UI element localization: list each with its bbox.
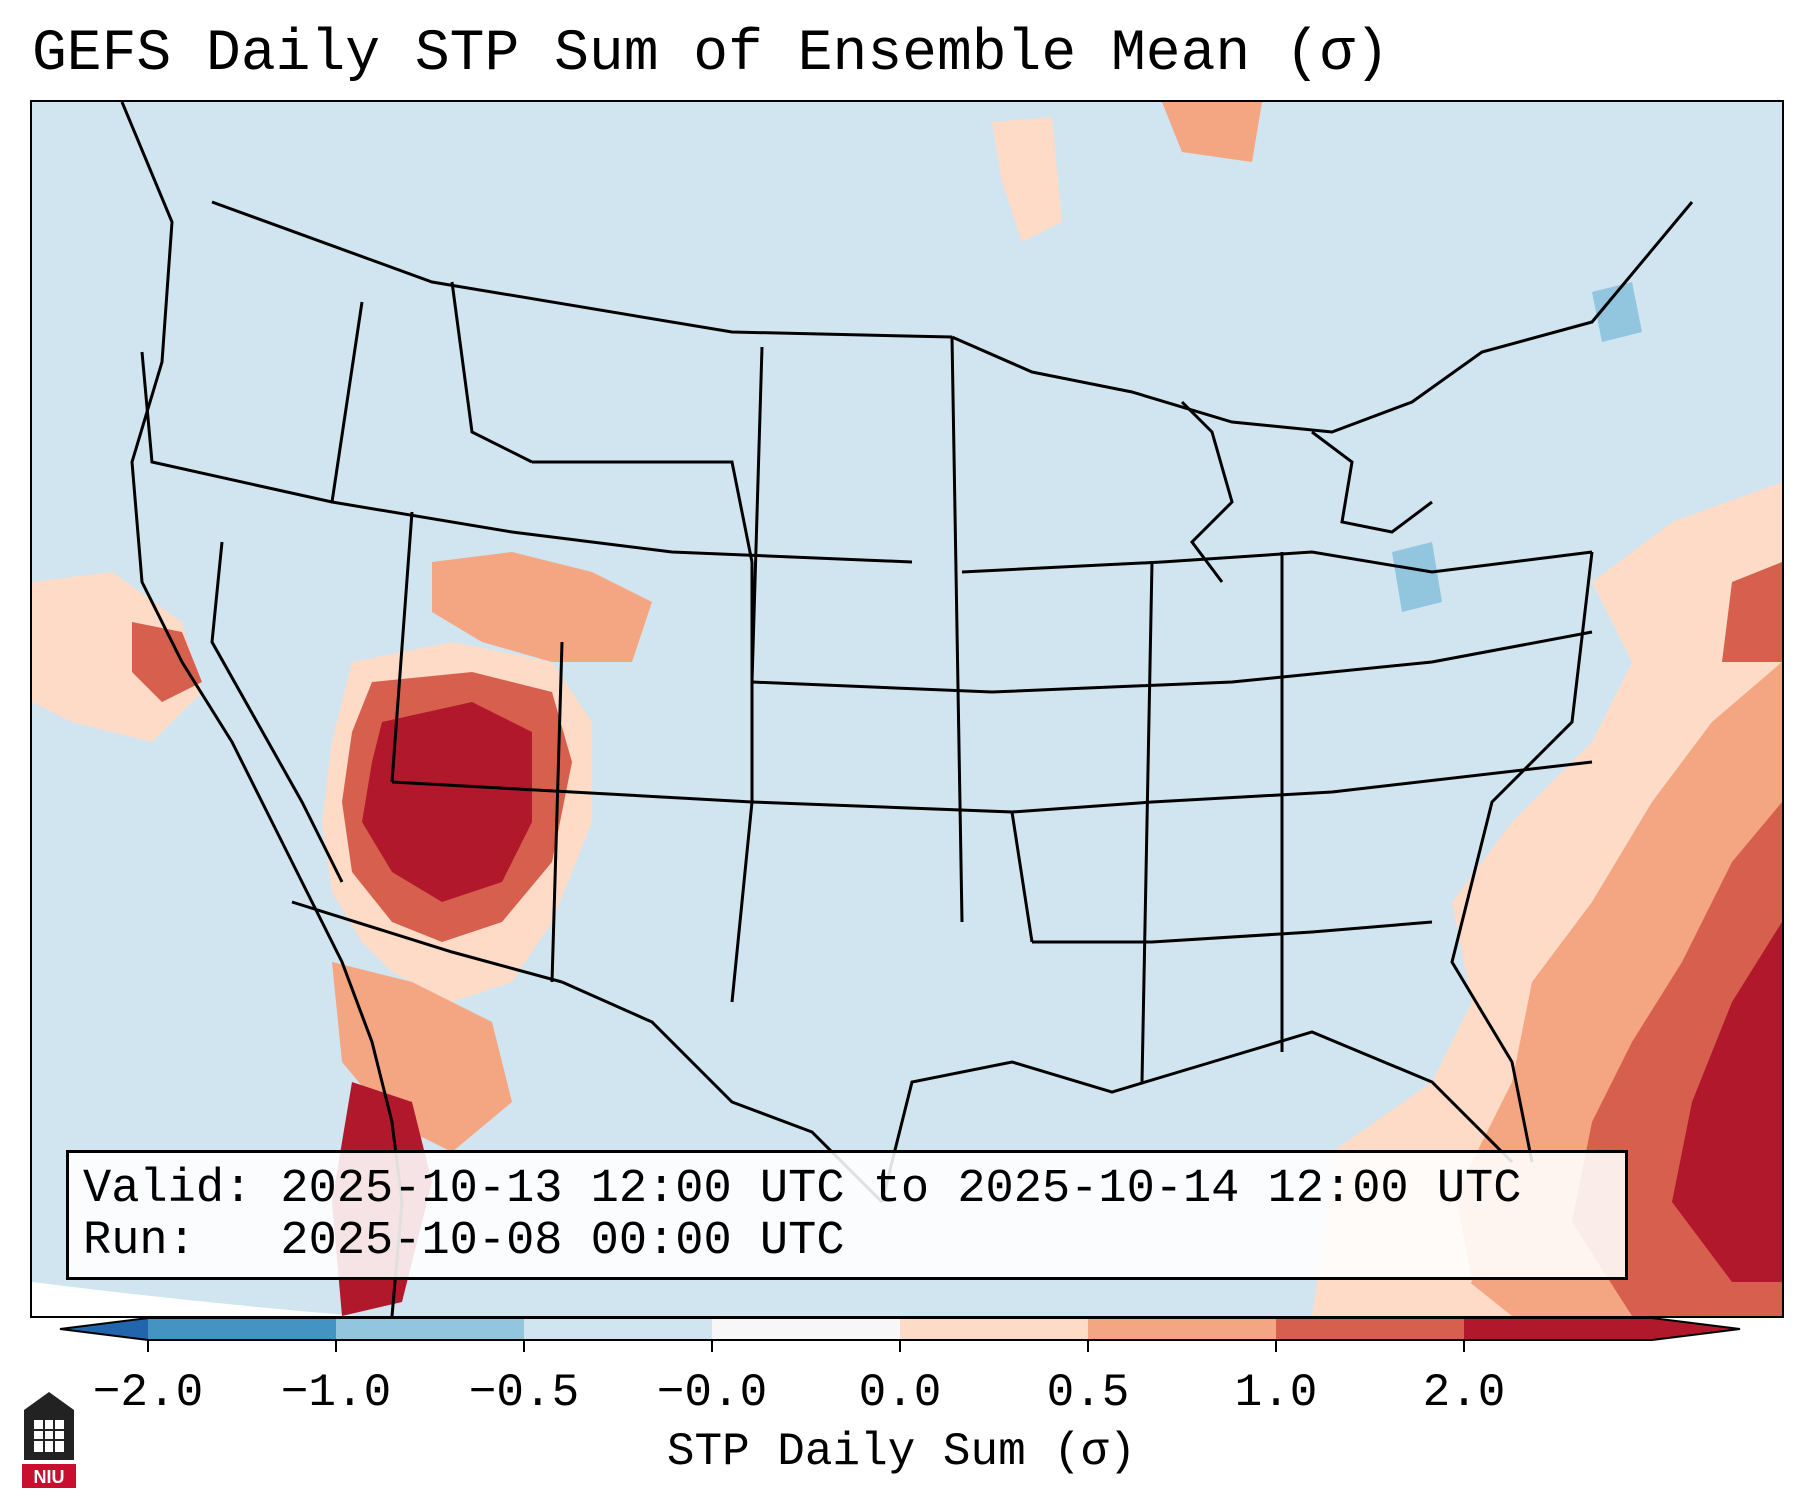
colorbar-over-arrow: [1652, 1318, 1740, 1340]
border-midwest-north: [961, 550, 1593, 574]
colorbar-segment: [1088, 1318, 1277, 1340]
colorbar-tick-label: −0.0: [656, 1367, 768, 1419]
border-us-canada-west: [211, 200, 953, 339]
border-wy: [532, 460, 754, 563]
colorbar-label: STP Daily Sum (σ): [666, 1426, 1137, 1478]
run-time-text: Run: 2025-10-08 00:00 UTC: [83, 1215, 845, 1268]
colorbar-segment: [1276, 1318, 1465, 1340]
colorbar-segments: [148, 1318, 1653, 1340]
anomaly-negative-lakes: [1392, 542, 1442, 612]
border-gulf-states: [1032, 920, 1433, 944]
anomaly-high-sw: [362, 702, 532, 902]
pacific-coastline: [120, 102, 404, 1316]
logo-window-grid: [34, 1420, 64, 1452]
anomaly-negative-ne: [1592, 282, 1642, 342]
colorbar-tick-marks: [147, 1340, 1465, 1352]
colorbar-tick-label: −2.0: [92, 1367, 204, 1419]
anomaly-atlantic-core: [1672, 922, 1782, 1282]
anomaly-co-plateau: [432, 552, 652, 662]
valid-run-info-box: Valid: 2025-10-13 12:00 UTC to 2025-10-1…: [66, 1150, 1628, 1280]
gulf-coastline: [880, 1030, 1514, 1203]
anomaly-atlantic-north: [1722, 562, 1782, 662]
anomaly-canada-2: [1162, 102, 1262, 162]
border-midwest-south: [991, 630, 1593, 694]
colorbar: [59, 1317, 1741, 1352]
border-mt-id: [450, 281, 533, 464]
map-panel: [30, 100, 1784, 1318]
colorbar-segment: [712, 1318, 901, 1340]
border-ms-river: [1140, 561, 1154, 1083]
logo-text: NIU: [34, 1467, 65, 1487]
border-az-nm: [550, 641, 564, 983]
border-id-wa: [330, 301, 364, 503]
map-title: GEFS Daily STP Sum of Ensemble Mean (σ): [32, 22, 1390, 87]
border-or-ca-nv-row: [140, 351, 913, 564]
anomaly-ca-core: [132, 622, 202, 702]
colorbar-under-arrow: [60, 1318, 148, 1340]
map-canvas: [32, 102, 1782, 1316]
border-ca-nv: [210, 541, 344, 883]
colorbar-segment: [900, 1318, 1089, 1340]
logo-window: [34, 1420, 64, 1452]
border-az-ut-nm: [391, 780, 753, 804]
logo-badge: [22, 1464, 76, 1488]
political-borders: [120, 102, 1694, 1316]
lake-huron-erie-shore: [1311, 430, 1433, 534]
niu-logo: NIU: [22, 1392, 76, 1488]
colorbar-segment: [524, 1318, 713, 1340]
colorbar-tick-label: 1.0: [1234, 1367, 1318, 1419]
colorbar-segment: [336, 1318, 525, 1340]
border-ut-nv: [390, 511, 414, 783]
colorbar-tick-label: 2.0: [1422, 1367, 1506, 1419]
border-us-canada-east: [951, 201, 1694, 434]
colorbar-tick-label: −0.5: [468, 1367, 580, 1419]
colorbar-tick-label: 0.5: [1046, 1367, 1130, 1419]
border-mo-river: [950, 336, 964, 923]
valid-time-text: Valid: 2025-10-13 12:00 UTC to 2025-10-1…: [83, 1163, 1522, 1216]
border-us-mexico-west: [291, 900, 563, 984]
anomaly-nw-mexico: [332, 962, 512, 1152]
colorbar-tick-label: 0.0: [858, 1367, 942, 1419]
colorbar-segment: [148, 1318, 337, 1340]
colorbar-tick-label: −1.0: [280, 1367, 392, 1419]
border-tn-nc: [1011, 760, 1593, 814]
colorbar-segment: [1464, 1318, 1653, 1340]
anomaly-canada-1: [992, 117, 1062, 242]
border-plains: [750, 346, 993, 694]
lake-michigan-shore: [1180, 400, 1234, 583]
atlantic-coastline: [1450, 551, 1594, 1163]
